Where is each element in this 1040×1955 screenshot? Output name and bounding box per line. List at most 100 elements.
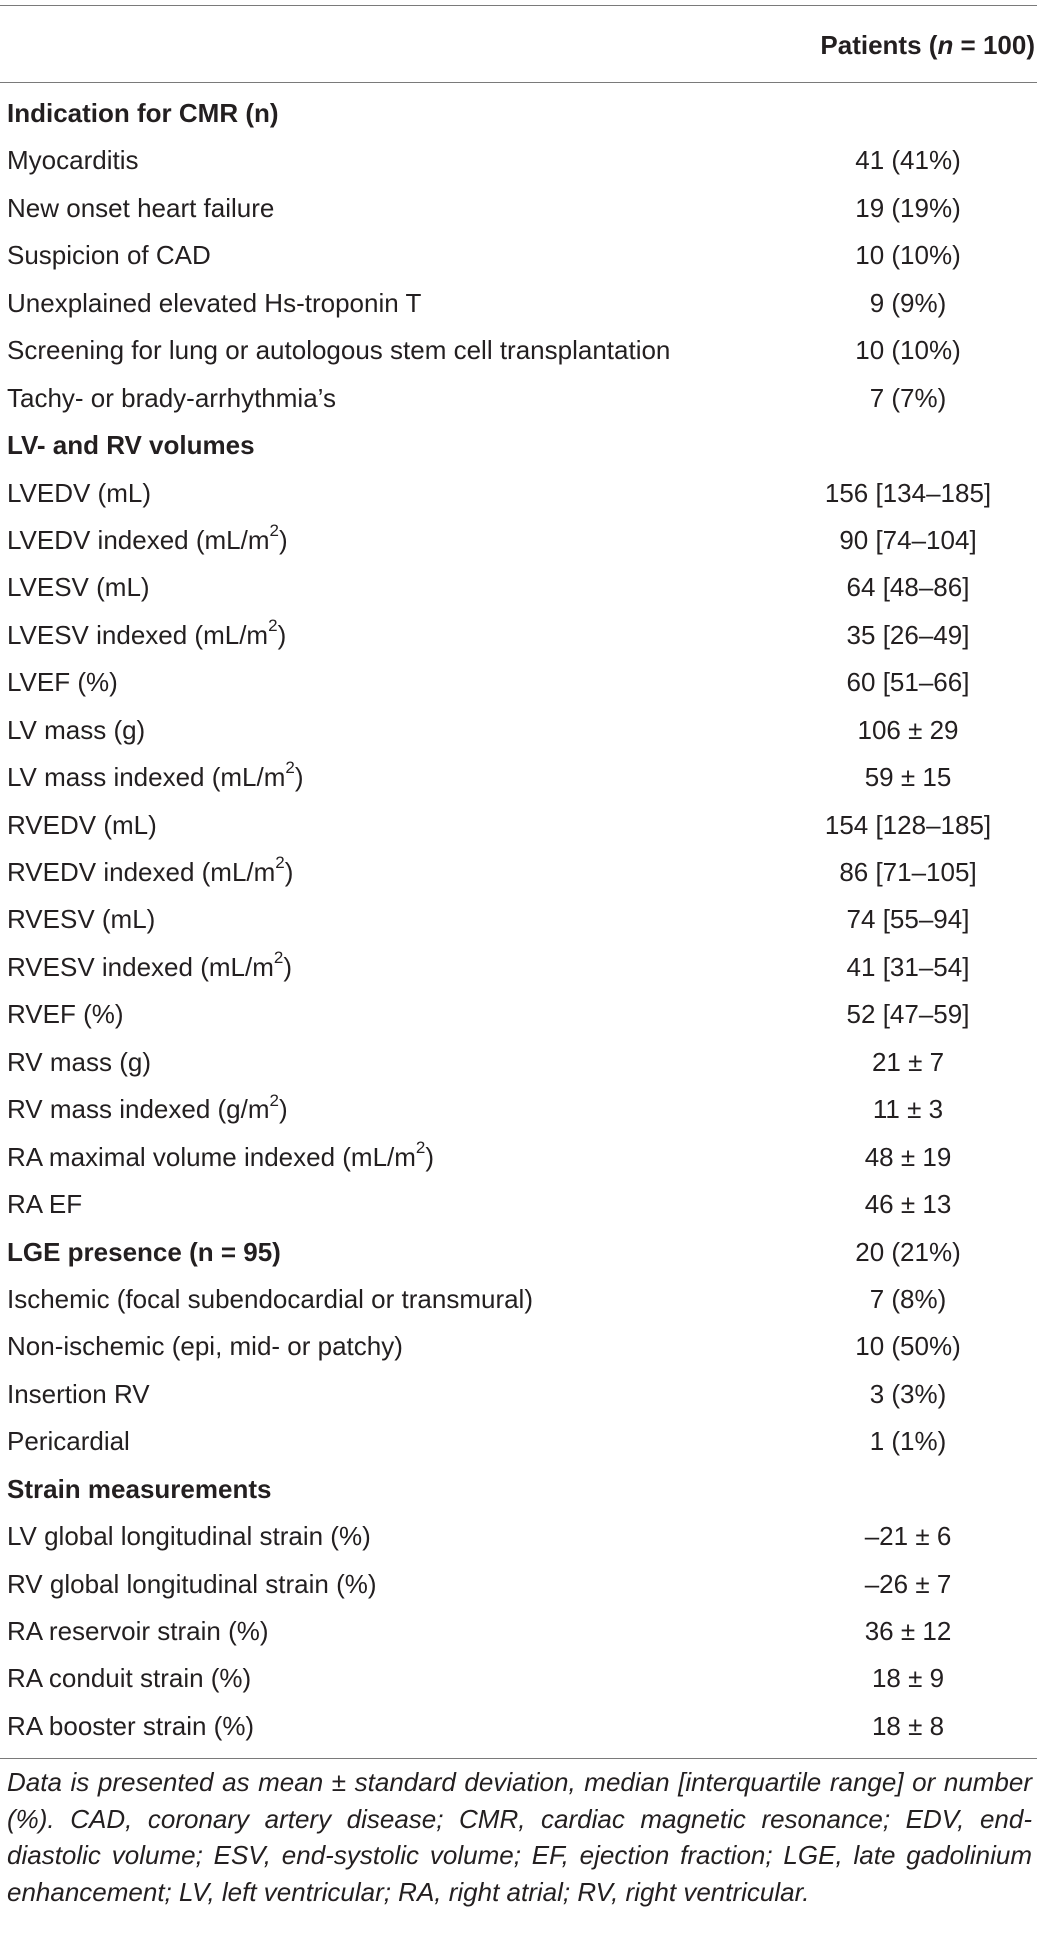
row-label: Unexplained elevated Hs-troponin T [7, 287, 422, 318]
row-label: RA maximal volume indexed (mL/m2) [7, 1137, 435, 1172]
table-row: LV mass (g) 106 ± 29 [0, 710, 1037, 757]
table-row: RVEDV indexed (mL/m2) 86 [71–105] [0, 852, 1037, 899]
row-label: LV global longitudinal strain (%) [7, 1521, 371, 1552]
table-row: RVESV (mL) 74 [55–94] [0, 899, 1037, 946]
table-row: Myocarditis 41 (41%) [0, 140, 1037, 187]
row-value: 10 (10%) [855, 335, 961, 366]
table-row: Ischemic (focal subendocardial or transm… [0, 1279, 1037, 1326]
row-value: 3 (3%) [869, 1378, 947, 1409]
row-value: 18 ± 8 [871, 1710, 945, 1741]
table-row: Insertion RV 3 (3%) [0, 1374, 1037, 1421]
table-row: RV mass (g) 21 ± 7 [0, 1042, 1037, 1089]
row-label: RV mass (g) [7, 1046, 151, 1077]
header-n: n [937, 30, 954, 60]
row-label: Indication for CMR (n) [7, 98, 279, 128]
row-value: 35 [26–49] [846, 619, 970, 650]
row-value: 7 (7%) [869, 382, 947, 413]
row-label: Strain measurements [7, 1473, 272, 1504]
table-row: RA conduit strain (%) 18 ± 9 [0, 1658, 1037, 1705]
table-row: RVEDV (mL) 154 [128–185] [0, 805, 1037, 852]
table-row: Tachy- or brady-arrhythmia’s 7 (7%) [0, 378, 1037, 425]
table-row: Non-ischemic (epi, mid- or patchy) 10 (50… [0, 1326, 1037, 1373]
section-row: Indication for CMR (n) [0, 93, 1037, 140]
row-value: 52 [47–59] [846, 999, 970, 1030]
row-label: Myocarditis [7, 145, 139, 176]
table-row: Screening for lung or autologous stem ce… [0, 330, 1037, 377]
row-label: RA booster strain (%) [7, 1710, 255, 1741]
row-label: LVESV indexed (mL/m2) [7, 616, 287, 650]
row-label: Tachy- or brady-arrhythmia’s [7, 382, 336, 413]
row-value: 106 ± 29 [857, 714, 959, 745]
header-suffix: = 100) [953, 30, 1035, 60]
row-label: Suspicion of CAD [7, 240, 211, 271]
header-patients: Patients (n = 100) [820, 29, 1035, 61]
table-row: Pericardial 1 (1%) [0, 1421, 1037, 1468]
section-row: LGE presence (n = 95) 20 (21%) [0, 1232, 1037, 1279]
row-label: LGE presence (n = 95) [7, 1236, 281, 1267]
row-label: LVEF (%) [7, 667, 118, 698]
row-label: RVESV indexed (mL/m2) [7, 948, 292, 982]
row-label: RVESV (mL) [7, 904, 156, 935]
table-row: LVEDV indexed (mL/m2) 90 [74–104] [0, 520, 1037, 567]
table-row: RA maximal volume indexed (mL/m2) 48 ± 19 [0, 1137, 1037, 1184]
row-value: 41 (41%) [855, 145, 961, 176]
table-row: LVEDV (mL) 156 [134–185] [0, 473, 1037, 520]
row-label: LV mass indexed (mL/m2) [7, 758, 304, 793]
table-row: LV mass indexed (mL/m2) 59 ± 15 [0, 757, 1037, 804]
row-value: 48 ± 19 [864, 1141, 952, 1172]
row-value: 36 ± 12 [864, 1616, 952, 1646]
row-label: RVEDV indexed (mL/m2) [7, 853, 294, 887]
row-label: Insertion RV [7, 1378, 150, 1409]
table-row: LV global longitudinal strain (%) –21 ± 6 [0, 1516, 1037, 1563]
table-row: New onset heart failure 19 (19%) [0, 188, 1037, 235]
row-label: Pericardial [7, 1426, 130, 1457]
table-bottom-rule [0, 1758, 1037, 1759]
row-label: Ischemic (focal subendocardial or transm… [7, 1283, 533, 1314]
row-label: New onset heart failure [7, 192, 275, 223]
table-row: RVEF (%) 52 [47–59] [0, 994, 1037, 1041]
row-value: 21 ± 7 [871, 1046, 945, 1077]
row-value: 10 (10%) [855, 240, 961, 271]
row-value: 90 [74–104] [839, 524, 977, 555]
row-label: LVEDV indexed (mL/m2) [7, 521, 288, 555]
table-footnote: Data is presented as mean ± standard dev… [7, 1767, 1032, 1907]
row-value: 20 (21%) [855, 1236, 961, 1267]
row-label: RA conduit strain (%) [7, 1663, 252, 1694]
row-label: Screening for lung or autologous stem ce… [7, 335, 671, 366]
row-value: 41 [31–54] [846, 951, 970, 982]
row-label: RV mass indexed (g/m2) [7, 1090, 288, 1125]
row-value: 60 [51–66] [846, 667, 970, 698]
row-value: 64 [48–86] [846, 572, 970, 603]
table-row: Suspicion of CAD 10 (10%) [0, 235, 1037, 282]
row-label: RVEDV (mL) [7, 809, 157, 840]
row-value: 86 [71–105] [839, 857, 977, 887]
table-row: RV mass indexed (g/m2) 11 ± 3 [0, 1089, 1037, 1136]
table-body: Indication for CMR (n) Myocarditis 41 (41%… [0, 93, 1037, 1753]
table-row: RV global longitudinal strain (%) –26 ± 7 [0, 1564, 1037, 1611]
table-top-rule [0, 5, 1037, 6]
row-label: RV global longitudinal strain (%) [7, 1568, 377, 1599]
row-value: 156 [134–185] [824, 477, 992, 508]
section-row: LV- and RV volumes [0, 425, 1037, 472]
row-label: LVESV (mL) [7, 572, 150, 603]
row-label: Non-ischemic (epi, mid- or patchy) [7, 1331, 403, 1362]
row-value: 11 ± 3 [872, 1094, 944, 1125]
row-value: 46 ± 13 [864, 1189, 952, 1220]
table-header: Patients (n = 100) [0, 5, 1037, 82]
section-row: Strain measurements [0, 1469, 1037, 1516]
row-value: 7 (8%) [869, 1283, 947, 1314]
row-value: 74 [55–94] [846, 904, 970, 935]
row-value: 154 [128–185] [824, 809, 992, 840]
row-value: 10 (50%) [855, 1331, 961, 1362]
row-label: LV- and RV volumes [7, 430, 255, 461]
table-row: RA EF 46 ± 13 [0, 1184, 1037, 1231]
header-prefix: Patients ( [820, 30, 938, 60]
table-row: LVESV (mL) 64 [48–86] [0, 567, 1037, 614]
row-label: RA reservoir strain (%) [7, 1616, 269, 1646]
row-label: LV mass (g) [7, 714, 146, 745]
row-label: LVEDV (mL) [7, 477, 151, 508]
row-value: 9 (9%) [869, 287, 947, 318]
row-value: –26 ± 7 [864, 1568, 952, 1599]
row-label: RVEF (%) [7, 999, 124, 1030]
